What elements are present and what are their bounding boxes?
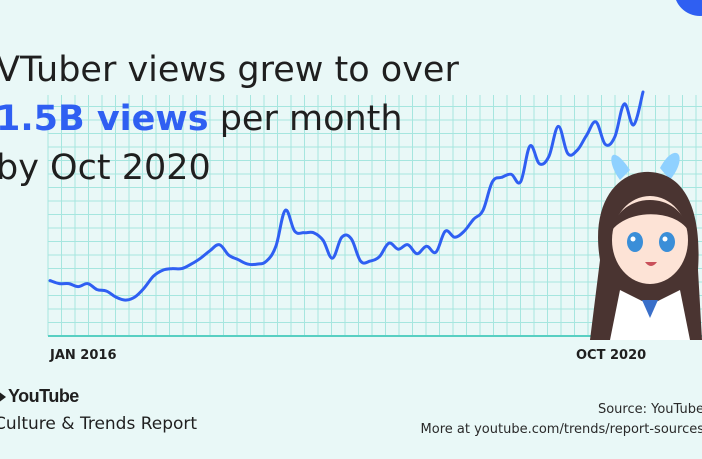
headline: VTuber views grew to over 1.5B views per… [0,46,466,193]
series-points [49,91,644,301]
series-line [48,90,645,302]
headline-line-3: by Oct 2020 [0,148,211,188]
play-icon [0,391,6,404]
source-note: Source: YouTube [597,402,702,417]
corner-decoration [676,0,702,16]
chart-grid [47,95,702,337]
brand-name: YouTube [8,386,79,406]
x-tick-label-start: JAN 2016 [49,348,117,363]
youtube-logo: YouTube [0,386,79,407]
x-tick-label-end: OCT 2020 [576,348,646,363]
headline-line-1: VTuber views grew to over [0,50,459,90]
headline-line-2-rest: per month [208,99,403,139]
headline-accent: 1.5B views [0,99,209,139]
more-info-link: More at youtube.com/trends/report-source… [420,422,702,437]
report-title: Culture & Trends Report [0,414,198,434]
vtuber-mascot-illustration [590,152,702,340]
